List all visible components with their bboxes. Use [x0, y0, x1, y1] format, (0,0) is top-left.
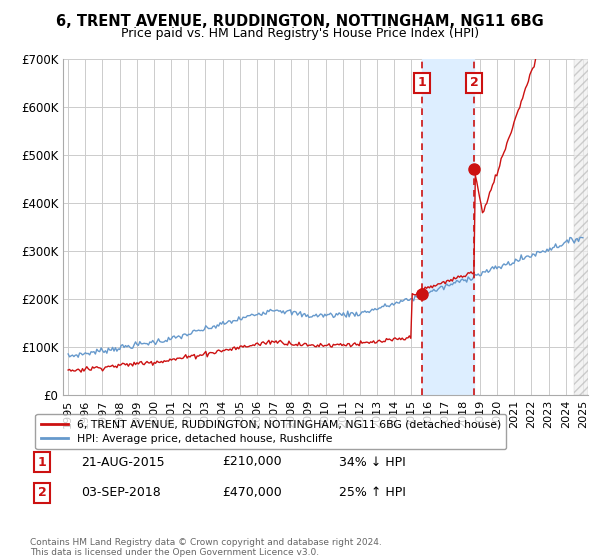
Text: 2: 2 — [470, 76, 479, 89]
Text: Contains HM Land Registry data © Crown copyright and database right 2024.
This d: Contains HM Land Registry data © Crown c… — [30, 538, 382, 557]
Legend: 6, TRENT AVENUE, RUDDINGTON, NOTTINGHAM, NG11 6BG (detached house), HPI: Average: 6, TRENT AVENUE, RUDDINGTON, NOTTINGHAM,… — [35, 414, 506, 449]
Text: 03-SEP-2018: 03-SEP-2018 — [81, 486, 161, 500]
Text: 6, TRENT AVENUE, RUDDINGTON, NOTTINGHAM, NG11 6BG: 6, TRENT AVENUE, RUDDINGTON, NOTTINGHAM,… — [56, 14, 544, 29]
Text: 21-AUG-2015: 21-AUG-2015 — [81, 455, 164, 469]
Bar — [422, 59, 474, 395]
Text: Price paid vs. HM Land Registry's House Price Index (HPI): Price paid vs. HM Land Registry's House … — [121, 27, 479, 40]
Text: 34% ↓ HPI: 34% ↓ HPI — [339, 455, 406, 469]
Bar — [574, 59, 588, 395]
Text: £470,000: £470,000 — [222, 486, 282, 500]
Text: £210,000: £210,000 — [222, 455, 281, 469]
Text: 1: 1 — [418, 76, 427, 89]
Text: 25% ↑ HPI: 25% ↑ HPI — [339, 486, 406, 500]
Text: 2: 2 — [38, 486, 46, 500]
Text: 1: 1 — [38, 455, 46, 469]
